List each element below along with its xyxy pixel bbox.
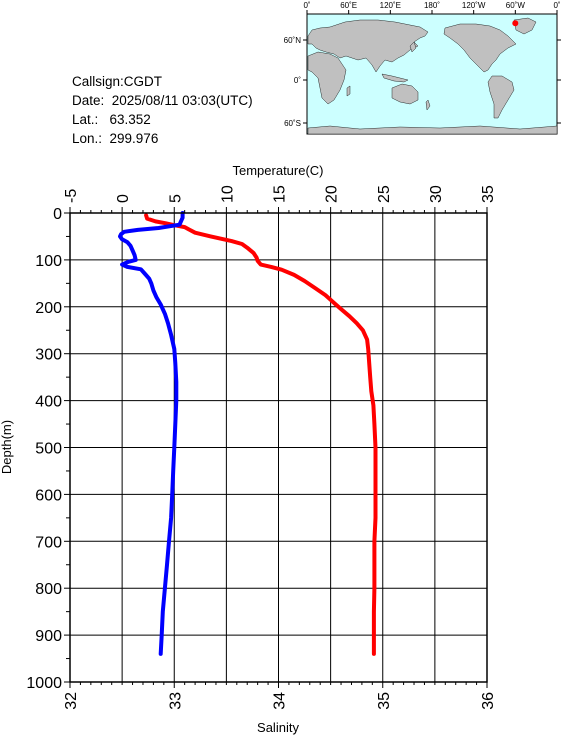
world-map: 0˚ 60˚E 120˚E 180˚ 120˚W 60˚W 0˚ 60˚N 0˚ 60˚S [284, 1, 561, 135]
chart-grid [69, 212, 488, 683]
depth-tick-labels: 0 100 200 300 400 500 600 700 800 900 1000 [26, 206, 62, 692]
temperature-profile-line [144, 213, 378, 656]
temperature-tick-label: 0 [115, 194, 132, 203]
japan [409, 41, 417, 53]
depth-tick-label: 1000 [26, 675, 62, 692]
salinity-tick-label: 33 [167, 692, 184, 710]
date-label: Date: 2025/08/11 03:03(UTC) [72, 93, 253, 108]
map-lon-label: 180˚ [424, 1, 440, 10]
north-america [443, 23, 517, 73]
africa [307, 51, 347, 105]
depth-tick-label: 800 [35, 581, 62, 598]
axis-ticks [64, 207, 488, 688]
salinity-axis-title: Salinity [257, 720, 299, 735]
temperature-tick-label: 25 [376, 185, 393, 203]
temperature-tick-label: 5 [167, 194, 184, 203]
temperature-tick-label: 10 [219, 185, 236, 203]
map-longitude-labels: 0˚ 60˚E 120˚E 180˚ 120˚W 60˚W 0˚ [303, 1, 560, 10]
greenland [513, 17, 537, 35]
australia [391, 83, 419, 105]
plot-frame [69, 212, 488, 683]
temperature-tick-label: 20 [324, 185, 341, 203]
map-land [307, 17, 558, 135]
indonesia [381, 73, 409, 83]
map-lat-label: 0˚ [294, 76, 301, 85]
south-america [487, 75, 515, 119]
station-marker [512, 20, 519, 27]
map-lon-label: 0˚ [553, 1, 560, 10]
map-lon-label: 60˚E [340, 1, 357, 10]
new-zealand [425, 99, 431, 111]
map-lat-label: 60˚S [284, 119, 301, 128]
antarctica [307, 125, 558, 135]
temperature-axis-title: Temperature(C) [232, 163, 323, 178]
depth-tick-label: 600 [35, 487, 62, 504]
temperature-tick-label: 30 [428, 185, 445, 203]
temperature-tick-label: 15 [272, 185, 289, 203]
lat-label: Lat.: 63.352 [72, 112, 151, 127]
madagascar [346, 85, 351, 97]
salinity-tick-label: 35 [376, 692, 393, 710]
depth-tick-label: 400 [35, 394, 62, 411]
depth-tick-label: 700 [35, 534, 62, 551]
salinity-tick-labels: 32 33 34 35 36 [63, 692, 497, 710]
temperature-tick-labels: -5 0 5 10 15 20 25 30 35 [63, 185, 497, 203]
depth-tick-label: 500 [35, 441, 62, 458]
salinity-tick-label: 36 [480, 692, 497, 710]
depth-tick-label: 100 [35, 253, 62, 270]
salinity-tick-label: 34 [272, 692, 289, 710]
map-lon-label: 0˚ [303, 1, 310, 10]
temperature-tick-label: -5 [63, 189, 80, 203]
map-lon-label: 60˚W [506, 1, 526, 10]
salinity-profile-line [118, 211, 185, 656]
map-lat-label: 60˚N [284, 36, 302, 45]
lon-label: Lon.: 299.976 [72, 131, 159, 146]
station-info: Callsign:CGDT Date: 2025/08/11 03:03(UTC… [72, 72, 253, 148]
chart-series [118, 211, 378, 656]
eurasia [307, 19, 429, 73]
map-latitude-labels: 60˚N 0˚ 60˚S [284, 36, 302, 128]
salinity-tick-label: 32 [63, 692, 80, 710]
depth-tick-label: 0 [53, 206, 62, 223]
depth-tick-label: 300 [35, 347, 62, 364]
map-lon-label: 120˚W [462, 1, 486, 10]
depth-tick-label: 900 [35, 628, 62, 645]
map-frame-ticks [303, 10, 561, 124]
depth-axis-title: Depth(m) [0, 420, 14, 474]
temperature-tick-label: 35 [480, 185, 497, 203]
depth-tick-label: 200 [35, 300, 62, 317]
map-lon-label: 120˚E [380, 1, 401, 10]
callsign-label: Callsign:CGDT [72, 74, 163, 89]
